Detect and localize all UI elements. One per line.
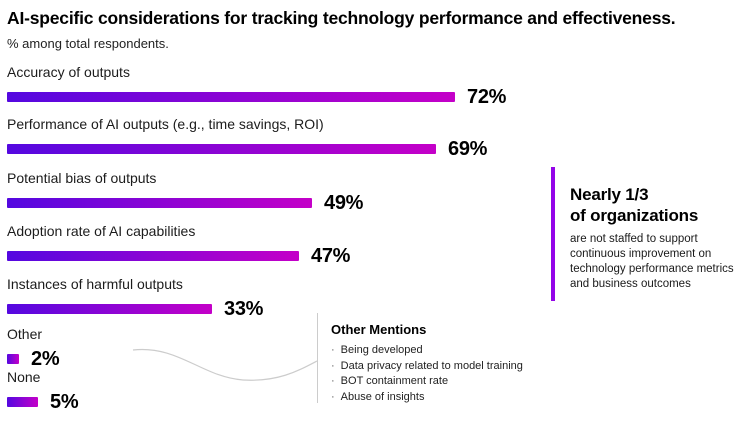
bar: [7, 304, 212, 314]
page-subtitle: % among total respondents.: [7, 36, 169, 51]
other-mentions-item-text: Being developed: [340, 344, 423, 356]
bar-value-label: 2%: [31, 348, 60, 370]
bar-chart-row: Accuracy of outputs 72%: [7, 64, 506, 107]
callout-heading-line2: of organizations: [570, 206, 699, 225]
bar-value-label: 33%: [224, 298, 264, 320]
callout-body: are not staffed to support continuous im…: [570, 233, 734, 290]
bar-line: 2%: [7, 348, 60, 370]
other-mentions-item: · Being developed: [331, 343, 571, 359]
bar-category-label: Accuracy of outputs: [7, 64, 130, 80]
bar-category-label: Potential bias of outputs: [7, 170, 157, 186]
other-mentions-item-text: BOT containment rate: [340, 375, 449, 387]
bar-category-label: Performance of AI outputs (e.g., time sa…: [7, 116, 324, 132]
bar-chart-row: Other 2%: [7, 326, 60, 370]
bar-chart-row: Potential bias of outputs 49%: [7, 170, 363, 213]
callout-heading: Nearly 1/3 of organizations: [570, 184, 740, 226]
other-mentions-item: · Abuse of insights: [331, 390, 571, 406]
bar-value-label: 49%: [324, 192, 364, 214]
bar-line: 5%: [7, 391, 79, 413]
bar: [7, 251, 299, 261]
callout-heading-line1: Nearly 1/3: [570, 185, 649, 204]
bar-line: 49%: [7, 193, 363, 213]
bar-line: 69%: [7, 139, 487, 159]
bar-chart-row: Instances of harmful outputs 33%: [7, 276, 263, 319]
bar-category-label: Other: [7, 326, 43, 342]
bar-category-label: Adoption rate of AI capabilities: [7, 223, 196, 239]
bullet-icon: ·: [331, 375, 335, 387]
bar: [7, 397, 38, 407]
other-mentions-item: · BOT containment rate: [331, 374, 571, 390]
bar-value-label: 69%: [448, 138, 488, 160]
bar: [7, 354, 19, 364]
bar-line: 33%: [7, 299, 263, 319]
bar-value-label: 5%: [50, 391, 79, 413]
other-mentions-item: · Data privacy related to model training: [331, 359, 571, 375]
bar-chart-row: Adoption rate of AI capabilities 47%: [7, 223, 350, 266]
other-mentions-panel: Other Mentions · Being developed · Data …: [331, 322, 571, 405]
bar-value-label: 47%: [311, 245, 351, 267]
other-mentions-list: · Being developed · Data privacy related…: [331, 343, 571, 405]
other-mentions-divider-line: [317, 313, 319, 403]
bar-value-label: 72%: [467, 86, 507, 108]
bar-line: 47%: [7, 246, 350, 266]
bullet-icon: ·: [331, 359, 335, 372]
page-title: AI-specific considerations for tracking …: [7, 8, 676, 28]
callout-accent-line: [551, 167, 555, 301]
bar-category-label: None: [7, 369, 41, 385]
bar-chart-row: None 5%: [7, 369, 79, 413]
bar: [7, 198, 312, 208]
bar-category-label: Instances of harmful outputs: [7, 276, 183, 292]
other-mentions-item-text: Abuse of insights: [340, 390, 425, 403]
staffing-callout: Nearly 1/3 of organizations are not staf…: [570, 184, 740, 292]
bar-chart-row: Performance of AI outputs (e.g., time sa…: [7, 116, 487, 159]
other-mentions-item-text: Data privacy related to model training: [340, 359, 523, 372]
other-mentions-heading: Other Mentions: [331, 322, 427, 337]
bar: [7, 144, 436, 154]
bullet-icon: ·: [331, 390, 335, 403]
bullet-icon: ·: [331, 344, 335, 356]
bar: [7, 92, 455, 102]
bar-line: 72%: [7, 87, 506, 107]
